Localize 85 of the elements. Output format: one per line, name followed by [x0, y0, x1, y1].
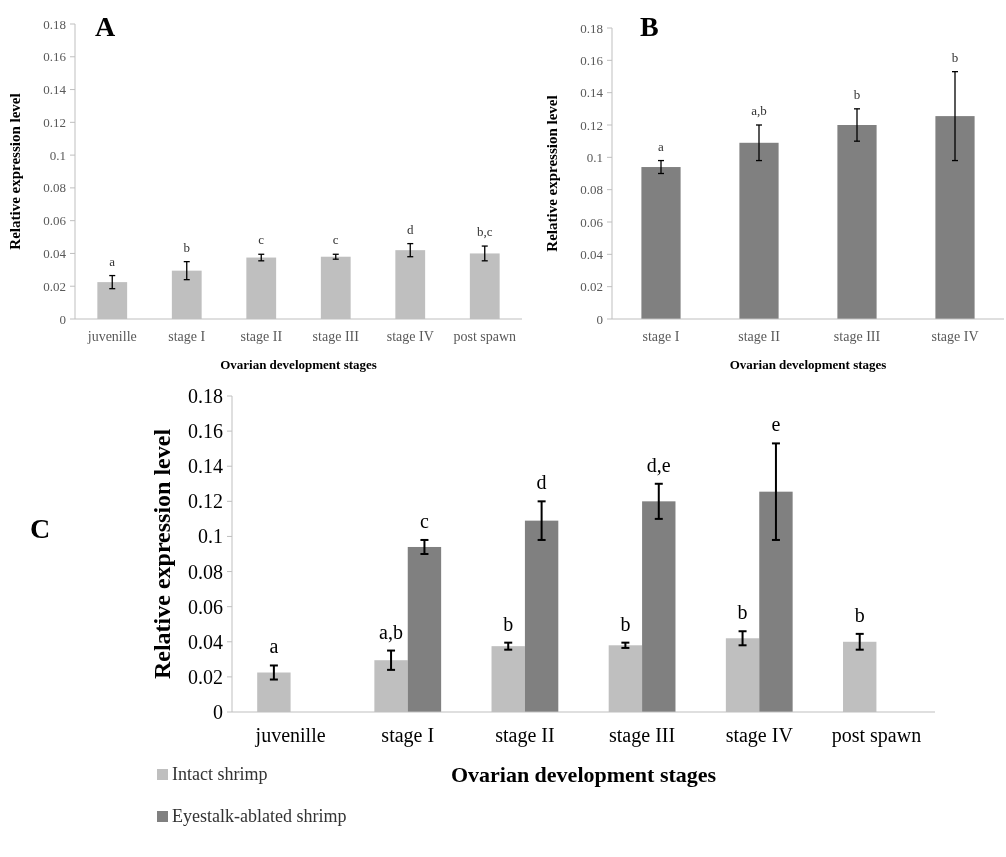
- bar: [524, 520, 559, 712]
- y-tick-label: 0.04: [580, 246, 604, 262]
- annotation: b: [737, 601, 748, 624]
- y-tick-label: 0.14: [43, 82, 67, 98]
- annotation: d: [407, 221, 414, 237]
- bar: [837, 125, 877, 319]
- x-tick-label: post spawn: [831, 724, 922, 747]
- bar: [407, 546, 442, 712]
- annotation: b,c: [476, 224, 493, 240]
- text: C: [30, 513, 51, 544]
- bar: [642, 501, 676, 712]
- y-tick-label: 0.04: [43, 245, 67, 261]
- y-tick-label: 0.04: [188, 630, 223, 653]
- y-tick-label: 0.12: [43, 114, 66, 130]
- x-tick-label: stage I: [642, 329, 680, 344]
- annotation: c: [258, 232, 265, 248]
- y-tick-label: 0.16: [580, 52, 604, 68]
- x-tick-label: stage III: [312, 329, 360, 344]
- x-axis-title: Ovarian development stages: [729, 357, 887, 372]
- bar: [935, 116, 975, 319]
- y-tick-label: 0.14: [580, 85, 604, 101]
- legend-label: Intact shrimp: [172, 764, 268, 784]
- annotation: e: [771, 413, 781, 436]
- x-tick-label: juvenille: [86, 329, 137, 344]
- y-tick-label: 0.06: [188, 595, 223, 618]
- y-tick-label: 0.18: [580, 20, 603, 36]
- y-tick-label: 0.16: [188, 420, 223, 443]
- x-tick-label: stage IV: [386, 329, 434, 344]
- x-tick-label: stage IV: [725, 724, 794, 747]
- y-tick-label: 0: [59, 311, 66, 327]
- annotation: b: [620, 612, 631, 635]
- bar: [739, 142, 779, 319]
- y-tick-label: 0.1: [198, 525, 223, 548]
- x-tick-label: juvenille: [254, 724, 326, 747]
- x-axis-title: Ovarian development stages: [220, 357, 377, 372]
- annotation: b: [853, 86, 861, 102]
- x-tick-label: stage II: [738, 329, 781, 344]
- y-tick-label: 0.08: [43, 180, 66, 196]
- y-tick-label: 0: [213, 701, 223, 723]
- y-tick-label: 0.08: [188, 560, 223, 583]
- annotation: d: [536, 471, 547, 494]
- annotation: b: [854, 603, 865, 626]
- y-tick-label: 0.1: [586, 149, 603, 165]
- annotation: a,b: [379, 620, 403, 643]
- bar: [641, 167, 681, 319]
- y-axis-title: Relative expression level: [544, 95, 560, 252]
- y-tick-label: 0.08: [580, 182, 603, 198]
- bar: [759, 491, 793, 712]
- x-tick-label: stage III: [609, 724, 676, 747]
- x-tick-label: stage IV: [931, 329, 979, 344]
- y-tick-label: 0.14: [188, 455, 223, 478]
- x-tick-label: stage II: [495, 724, 555, 747]
- annotation: a: [109, 253, 116, 269]
- x-tick-label: stage I: [168, 329, 206, 344]
- y-tick-label: 0: [596, 311, 603, 327]
- y-tick-label: 0.06: [580, 214, 604, 230]
- annotation: a,b: [751, 103, 767, 118]
- y-axis-title: Relative expression level: [7, 93, 23, 250]
- y-tick-label: 0.02: [580, 279, 603, 295]
- y-tick-label: 0.16: [43, 49, 67, 65]
- x-tick-label: stage I: [381, 724, 435, 747]
- legend-label: Eyestalk-ablated shrimp: [172, 806, 347, 826]
- y-tick-label: 0.12: [188, 490, 223, 513]
- y-tick-label: 0.06: [43, 213, 67, 229]
- y-tick-label: 0.02: [43, 278, 66, 294]
- x-axis-title: Ovarian development stages: [450, 762, 717, 787]
- annotation: a: [658, 138, 665, 154]
- chart-title: B: [640, 11, 659, 42]
- annotation: c: [332, 232, 339, 248]
- x-tick-label: stage III: [833, 329, 881, 344]
- x-tick-label: post spawn: [453, 329, 517, 344]
- y-tick-label: 0.12: [580, 117, 603, 133]
- x-tick-label: stage II: [240, 329, 283, 344]
- y-tick-label: 0.18: [43, 16, 66, 32]
- annotation: b: [183, 239, 190, 255]
- y-tick-label: 0.1: [49, 147, 66, 163]
- y-tick-label: 0.18: [188, 385, 223, 407]
- annotation: b: [951, 49, 959, 65]
- annotation: a: [269, 635, 279, 658]
- annotation: c: [420, 509, 429, 532]
- annotation: d,e: [646, 453, 671, 476]
- y-tick-label: 0.02: [188, 665, 223, 688]
- chart-title: A: [95, 11, 116, 42]
- y-axis-title: Relative expression level: [149, 428, 175, 680]
- annotation: b: [503, 612, 514, 635]
